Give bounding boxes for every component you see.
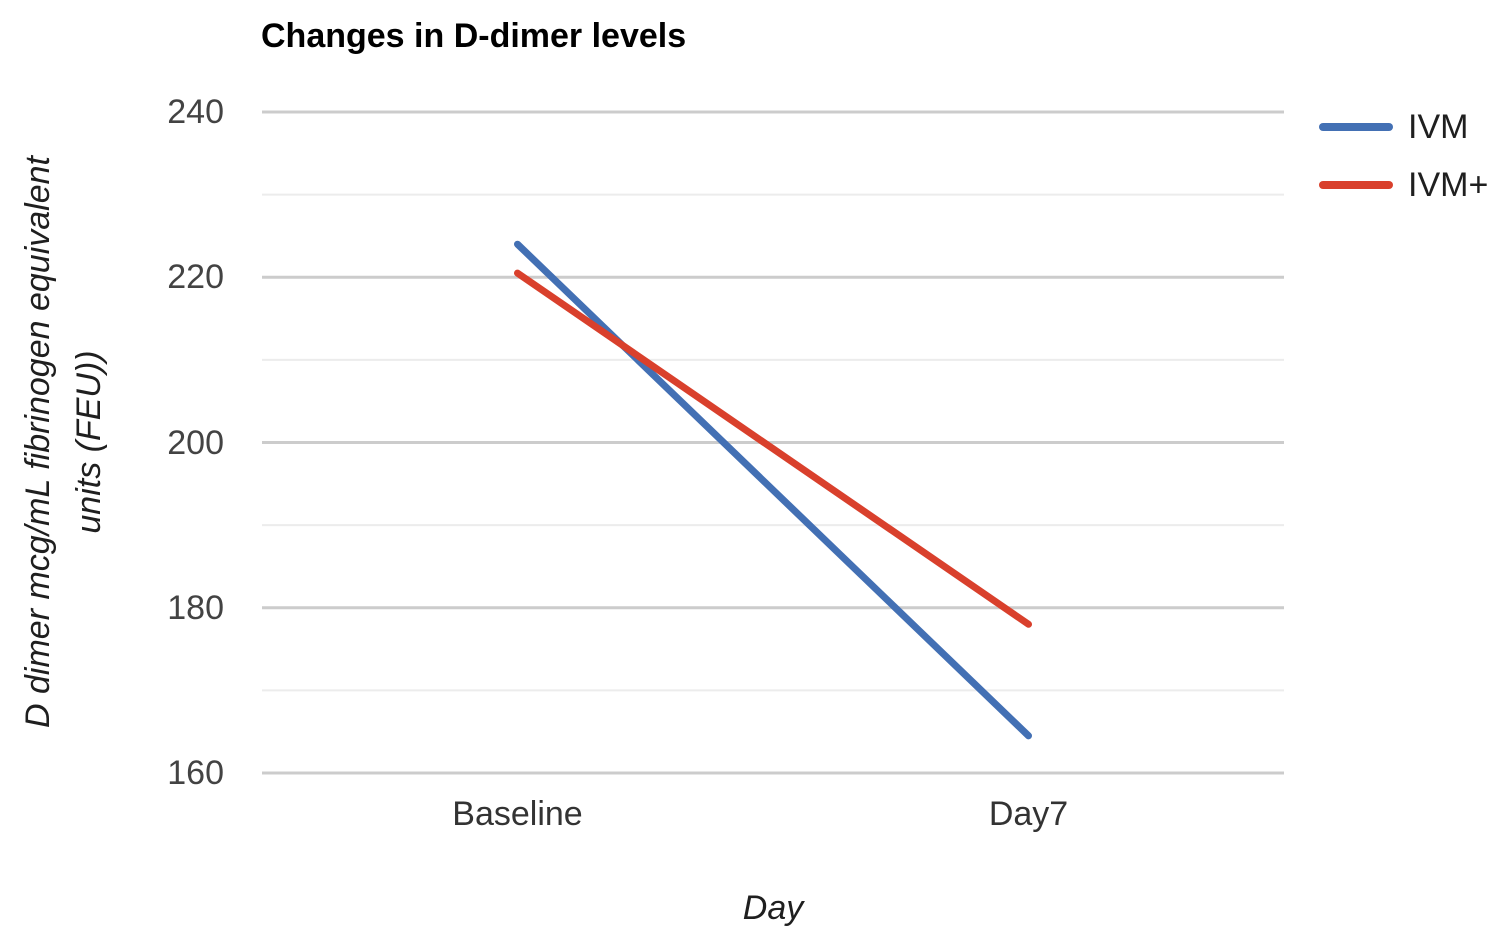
legend: IVM IVM+	[1319, 107, 1488, 223]
y-tick-label-220: 220	[167, 258, 224, 297]
x-axis-title: Day	[742, 889, 804, 927]
series-line-ivmplus	[514, 269, 1032, 628]
x-tick-label-day7: Day7	[988, 795, 1069, 833]
y-tick-label-160: 160	[167, 754, 224, 792]
legend-line-swatch	[1319, 123, 1393, 131]
y-tick-label-240: 240	[167, 93, 224, 131]
y-axis-title-line1: D dimer mcg/mL fibrinogen equivalent	[19, 156, 57, 728]
legend-line-swatch	[1319, 181, 1393, 189]
series-line-ivm	[514, 240, 1032, 740]
y-tick-label-200: 200	[167, 423, 224, 462]
chart-title: Changes in D-dimer levels	[261, 17, 687, 55]
legend-label: IVM	[1408, 107, 1469, 146]
legend-item-ivmplus: IVM+	[1319, 165, 1488, 205]
y-tick-label-180: 180	[167, 588, 224, 627]
legend-label: IVM+	[1408, 165, 1489, 204]
legend-item-ivm: IVM	[1319, 107, 1488, 147]
x-tick-label-baseline: Baseline	[452, 795, 583, 833]
